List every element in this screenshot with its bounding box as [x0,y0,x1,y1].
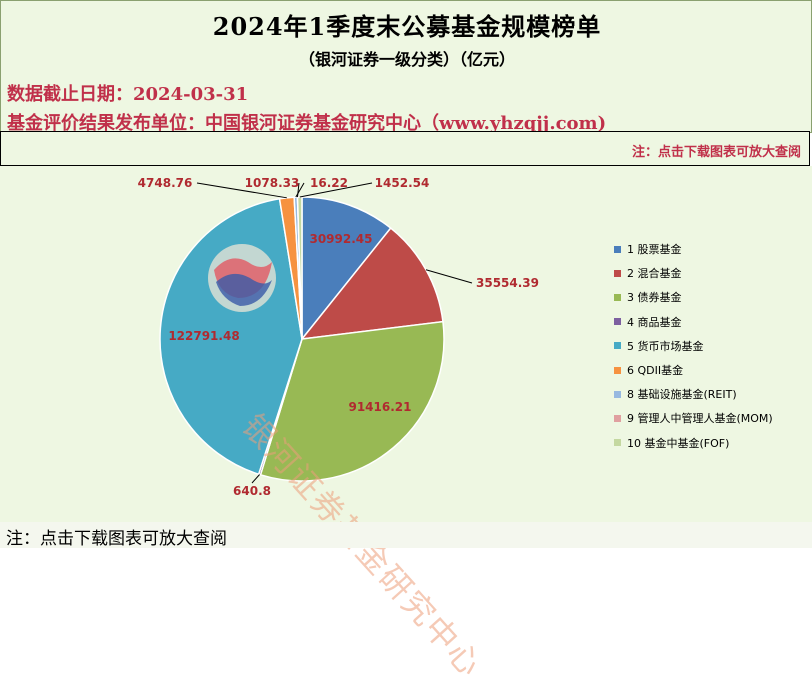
data-label-3: 91416.21 [348,400,411,414]
page-subtitle: （银河证券一级分类）（亿元） [298,50,515,69]
legend-label: 5 货币市场基金 [627,339,704,353]
footer: 注：点击下载图表可放大查阅 [0,522,812,549]
legend-swatch [614,414,621,422]
legend-swatch [614,293,621,301]
data-label-9: 1452.54 [375,176,430,190]
legend-label: 2 混合基金 [627,267,682,281]
leader-line-7 [295,182,305,198]
legend-item: 2 混合基金 [614,261,773,285]
data-label-6: 4748.76 [138,176,193,190]
leader-line-9 [299,182,373,198]
pie-slice-3 [259,320,445,482]
legend-item: 9 管理人中管理人基金(MOM) [614,406,773,430]
data-label-1: 30992.45 [309,232,372,246]
leader-line-2 [425,269,473,284]
legend-item: 3 债券基金 [614,285,773,309]
legend-label: 10 基金中基金(FOF) [627,436,730,450]
data-label-4: 640.8 [233,484,271,498]
data-label-2: 35554.39 [476,276,539,290]
legend-item: 4 商品基金 [614,310,773,334]
legend-item: 1 股票基金 [614,237,773,261]
legend-swatch [614,269,621,277]
legend-swatch [614,245,621,253]
chart-legend: 1 股票基金 2 混合基金 3 债券基金 4 商品基金 5 货币市场基金 6 QDII基金… [614,237,773,455]
note-bar: 注：点击下载图表可放大查阅 [0,131,810,166]
legend-label: 4 商品基金 [627,315,682,329]
legend-label: 6 QDII基金 [627,364,684,378]
pie-chart: 30992.45 35554.39 91416.21 640.8 122791.48 47… [138,176,539,498]
footer-note: 注：点击下载图表可放大查阅 [6,529,227,549]
legend-swatch [614,342,621,350]
legend-item: 5 货币市场基金 [614,334,773,358]
leader-line-6 [196,182,287,199]
legend-label: 9 管理人中管理人基金(MOM) [627,412,773,426]
header-panel: 2024年1季度末公募基金规模榜单 （银河证券一级分类）（亿元） 数据截止日期：… [0,0,812,134]
data-date-line: 数据截止日期：2024-03-31 [7,84,249,105]
legend-swatch [614,366,621,374]
page-title: 2024年1季度末公募基金规模榜单 [212,12,602,41]
legend-item: 10 基金中基金(FOF) [614,431,773,455]
pie-slice-1 [301,196,392,342]
legend-item: 8 基础设施基金(REIT) [614,382,773,406]
download-note: 注：点击下载图表可放大查阅 [631,145,801,160]
legend-swatch [614,318,621,326]
data-label-5: 122791.48 [168,329,239,343]
legend-swatch [614,439,621,447]
pie-slice-2 [300,227,444,340]
legend-item: 6 QDII基金 [614,358,773,382]
legend-label: 1 股票基金 [627,243,682,257]
watermark-logo [208,244,276,312]
leader-line-8 [296,182,300,198]
leader-line-4 [251,474,260,484]
data-label-8: 16.22 [310,176,348,190]
legend-label: 8 基础设施基金(REIT) [627,388,737,402]
legend-label: 3 债券基金 [627,291,682,305]
legend-swatch [614,390,621,398]
publisher-line: 基金评价结果发布单位：中国银河证券基金研究中心（www.yhzqjj.com) [7,113,607,134]
data-label-7: 1078.33 [245,176,300,190]
